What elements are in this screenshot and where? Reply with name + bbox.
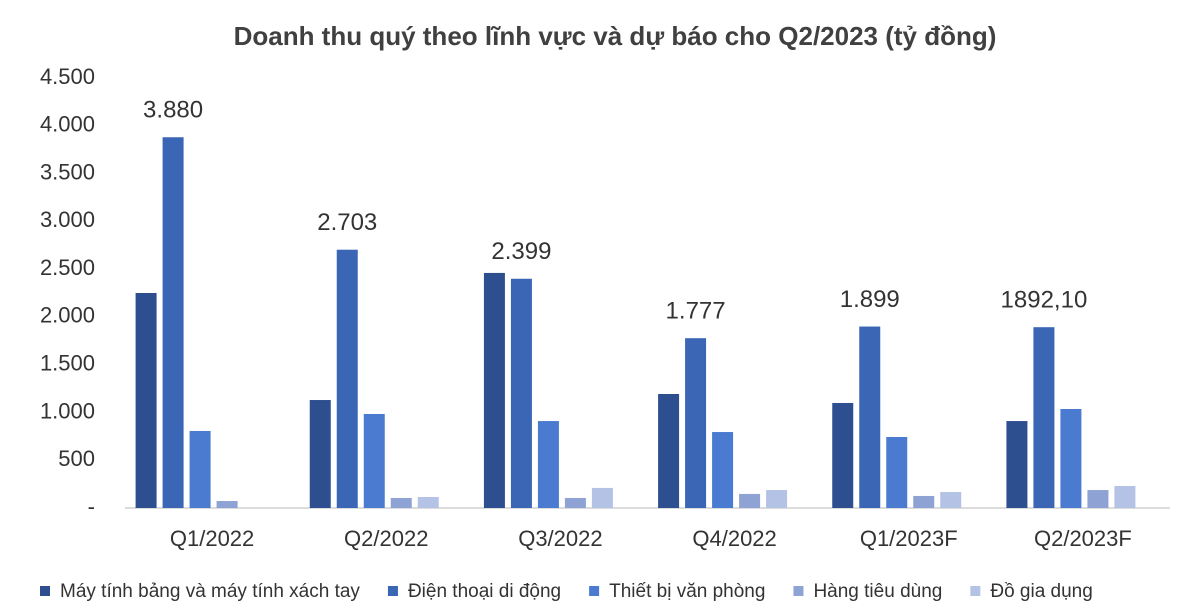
- bar: [309, 400, 331, 508]
- bar: [685, 338, 707, 508]
- x-tick-label: Q2/2022: [344, 526, 428, 551]
- legend-label: Đồ gia dụng: [990, 581, 1092, 602]
- bar: [712, 432, 734, 508]
- bar: [417, 497, 439, 508]
- legend-label: Thiết bị văn phòng: [609, 581, 765, 602]
- x-tick-label: Q3/2022: [518, 526, 602, 551]
- y-tick-label: -: [88, 494, 95, 519]
- y-tick-label: 1.000: [40, 398, 95, 423]
- bar: [336, 249, 358, 509]
- bar: [510, 278, 532, 508]
- legend-label: Điện thoại di động: [408, 581, 561, 602]
- bar: [886, 437, 908, 508]
- legend-swatch: [40, 586, 50, 596]
- x-tick-label: Q2/2023F: [1034, 526, 1132, 551]
- bar: [859, 326, 881, 508]
- y-tick-label: 3.000: [40, 207, 95, 232]
- legend-label: Máy tính bảng và máy tính xách tay: [60, 581, 360, 602]
- bar: [564, 497, 586, 508]
- legend-swatch: [589, 586, 600, 596]
- y-tick-label: 2.000: [40, 303, 95, 328]
- bar: [483, 272, 505, 508]
- bar: [913, 495, 935, 508]
- legend-label: Hàng tiêu dùng: [813, 581, 942, 602]
- bar: [1060, 409, 1082, 508]
- bar: [135, 293, 157, 508]
- bar: [189, 430, 211, 508]
- data-label: 2.703: [317, 209, 377, 236]
- data-label: 3.880: [143, 97, 203, 124]
- y-tick-label: 1.500: [40, 350, 95, 375]
- bar: [591, 487, 613, 508]
- data-label: 1892,10: [1001, 287, 1088, 314]
- bar: [832, 402, 854, 508]
- bar: [766, 490, 788, 508]
- bar: [537, 421, 559, 508]
- bar: [363, 413, 385, 508]
- x-tick-label: Q4/2022: [692, 526, 776, 551]
- bar: [390, 497, 412, 508]
- bar: [162, 137, 184, 508]
- x-tick-label: Q1/2022: [170, 526, 254, 551]
- legend-swatch: [387, 586, 398, 596]
- data-label: 1.777: [666, 298, 726, 325]
- bar: [940, 492, 962, 508]
- y-tick-label: 500: [58, 446, 95, 471]
- bar: [216, 501, 238, 508]
- data-label: 1.899: [840, 286, 900, 313]
- data-label: 2.399: [491, 238, 551, 265]
- bar: [739, 493, 761, 508]
- bar: [1033, 327, 1055, 508]
- y-tick-label: 3.500: [40, 159, 95, 184]
- y-tick-label: 4.500: [40, 64, 95, 89]
- legend-swatch: [793, 586, 804, 596]
- bar: [1006, 421, 1028, 508]
- bar: [658, 394, 680, 508]
- bar: [1087, 490, 1109, 508]
- bar: [1114, 486, 1136, 508]
- y-tick-label: 4.000: [40, 112, 95, 137]
- y-tick-label: 2.500: [40, 255, 95, 280]
- chart-title: Doanh thu quý theo lĩnh vực và dự báo ch…: [234, 21, 997, 51]
- x-tick-label: Q1/2023F: [860, 526, 958, 551]
- legend-swatch: [970, 586, 981, 596]
